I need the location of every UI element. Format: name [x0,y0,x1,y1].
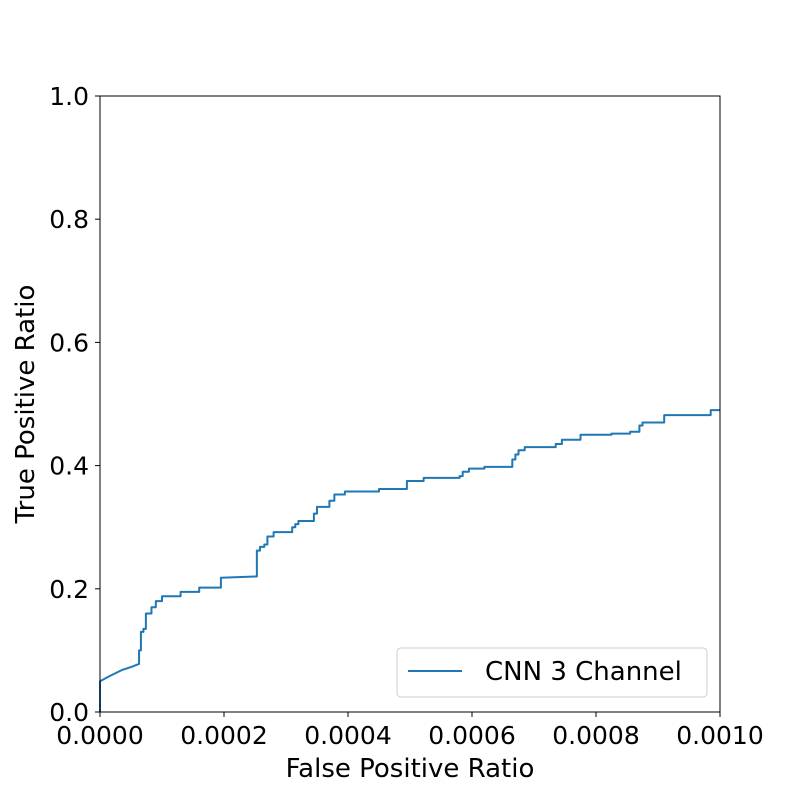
y-axis-ticks: 0.0 0.2 0.4 0.6 0.8 1.0 [49,82,100,727]
series-line-0 [99,409,720,712]
plot-area [100,96,720,712]
x-tick-label: 0.0008 [552,721,639,750]
x-tick-label: 0.0002 [180,721,267,750]
y-tick-label: 0.6 [49,328,89,357]
x-axis-ticks: 0.0000 0.0002 0.0004 0.0006 0.0008 0.0010 [56,712,764,750]
y-tick-label: 0.2 [49,575,89,604]
x-tick-label: 0.0010 [676,721,763,750]
plot-frame [99,95,721,713]
x-tick-label: 0.0006 [428,721,515,750]
y-axis-label: True Positive Ratio [11,285,41,525]
y-tick-label: 0.8 [49,205,89,234]
y-tick-label: 1.0 [49,82,89,111]
legend: CNN 3 Channel [396,647,708,698]
x-tick-label: 0.0000 [56,721,143,750]
series-layer [99,409,720,712]
legend-box [396,647,708,698]
y-tick-label: 0.0 [49,698,89,727]
legend-label: CNN 3 Channel [485,657,682,687]
y-tick-label: 0.4 [49,452,89,481]
x-axis-label: False Positive Ratio [286,754,535,784]
x-tick-label: 0.0004 [304,721,391,750]
